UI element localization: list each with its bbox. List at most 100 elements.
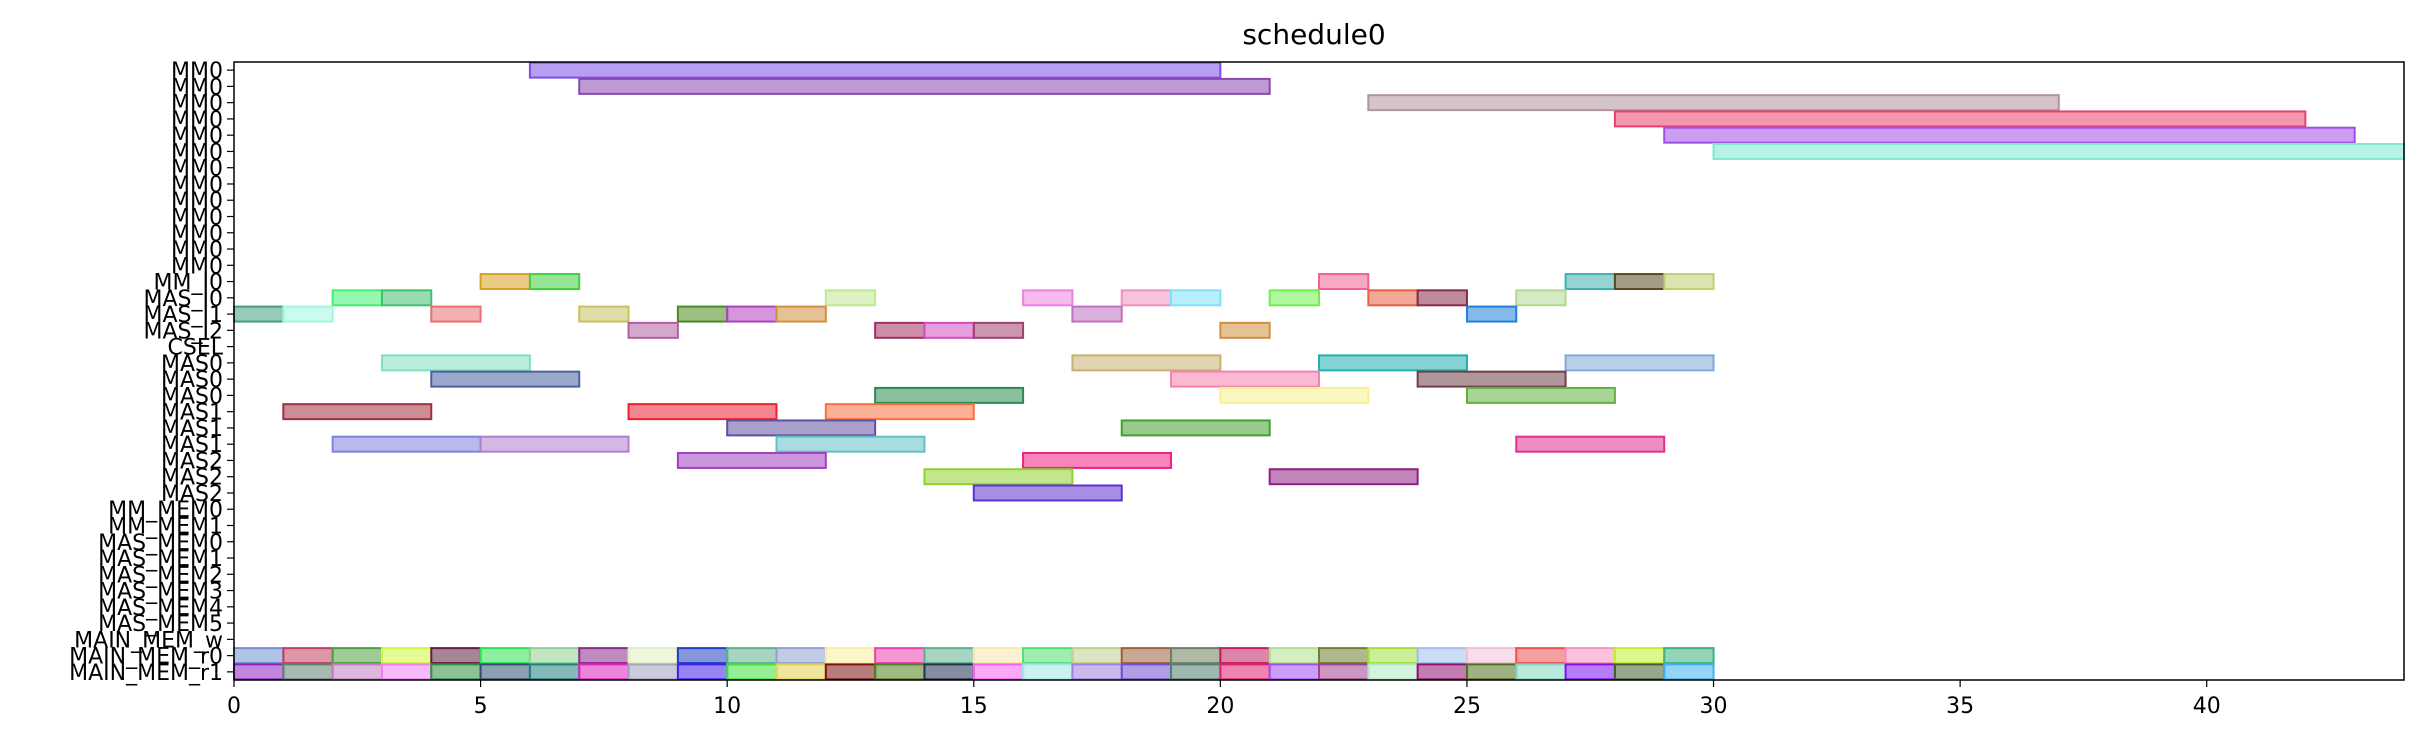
bar-73 [874,647,926,665]
bar-92 [331,663,383,681]
ytick-label-17: CSEL [168,336,224,361]
bar-118 [1613,663,1666,681]
bar-84 [1416,647,1468,665]
bar-87 [1564,647,1616,665]
bar-54 [1515,435,1666,453]
bar-14 [824,289,877,307]
bar-91 [282,663,334,681]
bar-99 [676,663,729,681]
bar-40 [430,370,581,388]
bar-66 [528,647,581,665]
xtick-label-5: 25 [1453,694,1481,719]
bar-37 [1071,354,1222,372]
xtick-label-8: 40 [2193,694,2221,719]
bar-45 [1465,386,1616,404]
bar-28 [775,305,827,323]
bar-78 [1120,647,1173,665]
bar-25 [578,305,630,323]
bar-62 [331,647,383,665]
bar-21 [1515,289,1567,307]
ytick-label-19: MAS0 [161,368,223,393]
bar-52 [479,435,630,453]
bar-94 [430,663,482,681]
ytick-label-36: MAIN_MEM_r0 [69,645,223,670]
bar-12 [331,289,383,307]
ytick-label-21: MAS1 [161,401,223,426]
bar-46 [282,403,433,421]
bar-85 [1465,647,1518,665]
bar-30 [1465,305,1518,323]
bar-42 [1416,370,1567,388]
bar-27 [726,305,778,323]
bar-0 [528,61,1222,79]
bar-22 [233,305,285,323]
bar-51 [331,435,482,453]
bar-48 [824,403,975,421]
ytick-label-29: MAS_MEM0 [98,531,223,556]
bar-80 [1219,647,1271,665]
bar-4 [1663,126,2356,144]
bar-41 [1170,370,1320,388]
bar-114 [1416,663,1468,681]
ytick-label-18: MAS0 [161,352,223,377]
ytick-label-9: MM0 [171,206,223,231]
bar-1 [578,77,1271,95]
bar-63 [380,647,433,665]
bar-58 [1268,468,1419,486]
bar-32 [874,321,926,339]
bar-102 [824,663,877,681]
bar-34 [972,321,1025,339]
bar-13 [380,289,433,307]
bar-24 [430,305,482,323]
bar-110 [1219,663,1271,681]
bar-71 [775,647,827,665]
ytick-label-15: MAS_I1 [144,303,223,328]
xtick-label-6: 30 [1700,694,1728,719]
bar-43 [874,386,1025,404]
xtick-label-1: 5 [474,694,488,719]
bars-group [233,61,2405,681]
bar-64 [430,647,482,665]
bar-119 [1663,663,1715,681]
bar-60 [233,647,285,665]
bar-97 [578,663,630,681]
bar-117 [1564,663,1616,681]
bar-93 [380,663,433,681]
ytick-label-22: MAS1 [161,417,223,442]
bar-109 [1170,663,1222,681]
ytick-label-12: MM0 [171,254,223,279]
bar-88 [1613,647,1666,665]
bar-83 [1367,647,1419,665]
ytick-label-0: MM0 [171,59,223,84]
bar-55 [676,451,827,469]
xtick-label-7: 35 [1946,694,1974,719]
ytick-label-13: MM_I0 [154,271,223,296]
bar-44 [1219,386,1370,404]
bar-29 [1071,305,1123,323]
bar-11 [1663,273,1715,291]
ytick-label-8: MM0 [171,189,223,214]
bar-6 [479,273,531,291]
bar-9 [1564,273,1616,291]
ytick-label-25: MAS2 [161,466,223,491]
bar-76 [1022,647,1074,665]
ytick-label-20: MAS0 [161,384,223,409]
ytick-label-34: MAS_MEM5 [98,612,223,637]
bar-35 [1219,321,1271,339]
bar-7 [528,273,581,291]
bar-116 [1515,663,1567,681]
ytick-label-23: MAS1 [161,433,223,458]
bar-77 [1071,647,1123,665]
x-axis: 0 5 10 15 20 25 30 35 40 [227,680,2221,719]
xtick-label-4: 20 [1206,694,1234,719]
bar-50 [1120,419,1271,437]
bar-23 [282,305,334,323]
xtick-label-2: 10 [713,694,741,719]
bar-17 [1170,289,1222,307]
bar-108 [1120,663,1173,681]
bar-67 [578,647,630,665]
bar-82 [1318,647,1370,665]
ytick-label-28: MM_MEM1 [108,515,223,540]
ytick-label-16: MAS_I2 [144,319,223,344]
